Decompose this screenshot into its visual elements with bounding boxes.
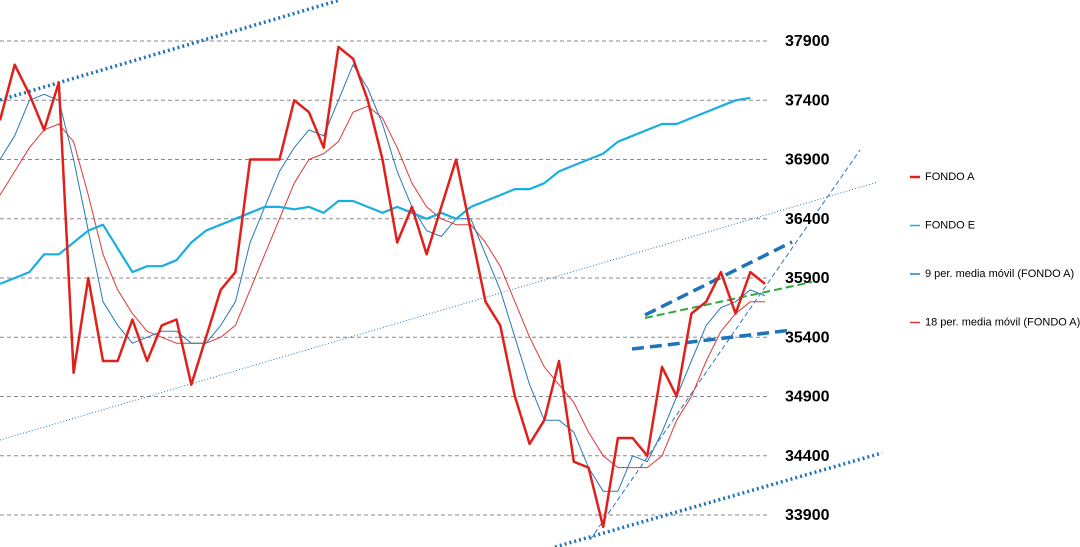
trend-lines <box>0 0 883 547</box>
y-tick-label: 36900 <box>785 152 830 169</box>
series-line <box>0 45 766 529</box>
legend-label: FONDO E <box>925 219 975 231</box>
trend-line <box>631 328 793 351</box>
series-line <box>0 64 766 492</box>
y-tick-label: 36400 <box>785 211 830 228</box>
plot: 33900 34400 34900 35400 35900 36400 36900 37400… <box>0 33 1080 529</box>
trend-line <box>589 149 861 541</box>
series-line <box>0 105 765 469</box>
y-tick-label: 37400 <box>785 92 830 109</box>
legend-label: 18 per. media móvil (FONDO A) <box>925 316 1080 328</box>
trend-line <box>554 451 883 547</box>
trend-line <box>644 281 813 319</box>
y-tick-label: 33900 <box>785 507 830 524</box>
trend-line <box>0 0 341 102</box>
y-tick-label: 35400 <box>785 329 830 346</box>
y-tick-label: 35900 <box>785 270 830 287</box>
y-tick-label: 34900 <box>785 389 830 406</box>
legend-label: 9 per. media móvil (FONDO A) <box>925 268 1074 280</box>
series-line <box>0 96 751 285</box>
trend-line <box>0 181 879 441</box>
y-tick-label: 37900 <box>785 33 830 50</box>
y-tick-label: 34400 <box>785 448 830 465</box>
legend-label: FONDO A <box>925 171 975 183</box>
